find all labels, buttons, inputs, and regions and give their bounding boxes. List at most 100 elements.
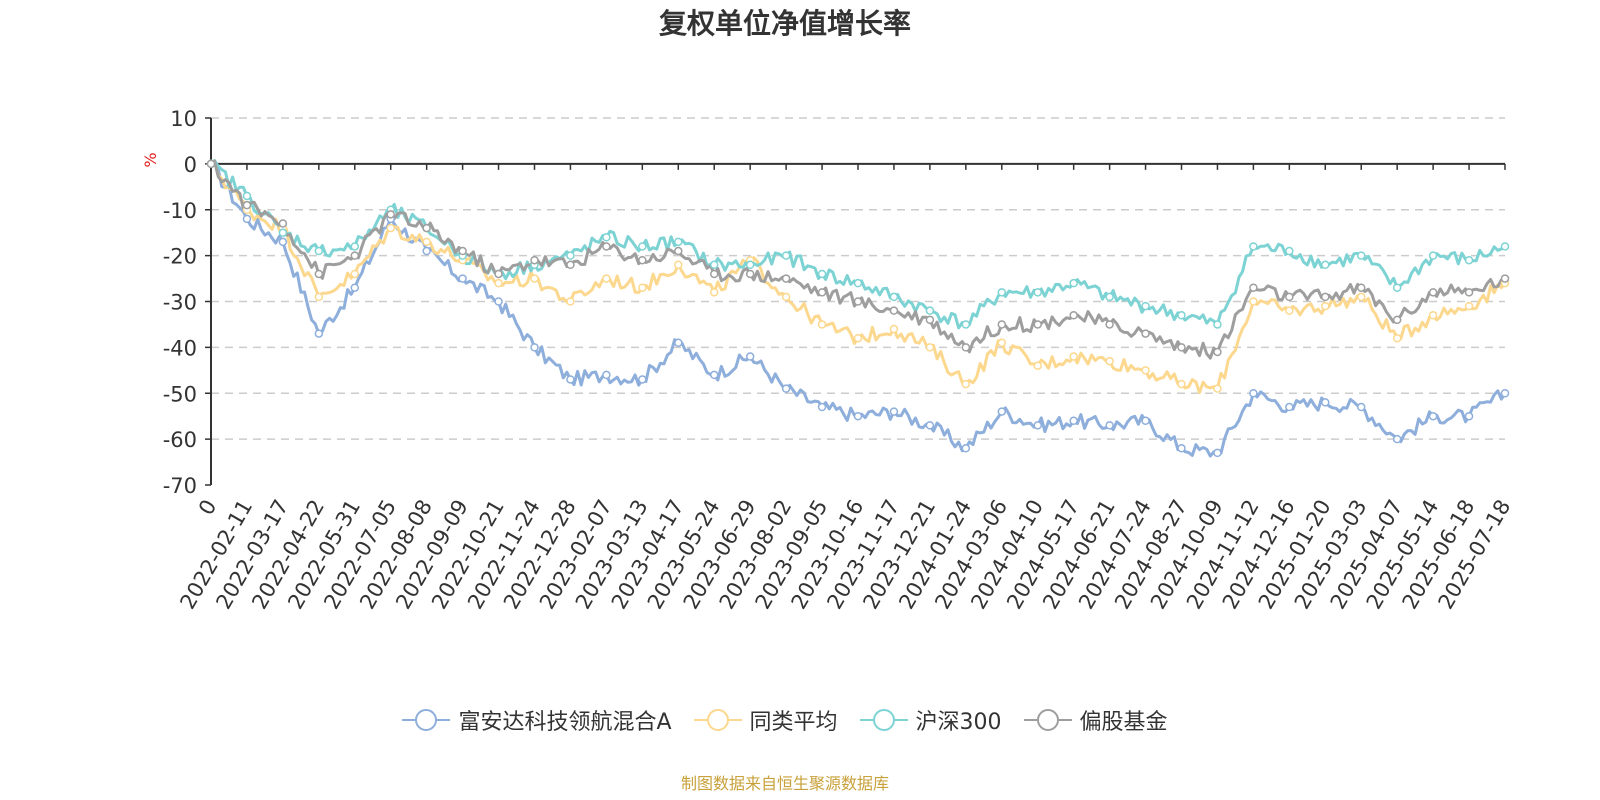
data-point	[1033, 320, 1042, 329]
data-point	[1213, 347, 1222, 357]
series-lines	[209, 159, 1507, 458]
data-point	[781, 292, 791, 302]
data-point	[1069, 352, 1078, 361]
data-point	[278, 228, 288, 237]
data-point	[1105, 320, 1114, 329]
data-point	[889, 306, 899, 315]
legend-item-peer-average[interactable]: 同类平均	[693, 704, 838, 736]
data-point	[1141, 416, 1150, 426]
y-tick-label: -10	[163, 199, 197, 223]
data-point	[925, 421, 935, 430]
legend-item-equity-fund[interactable]: 偏股基金	[1023, 704, 1168, 736]
data-point	[350, 283, 360, 292]
data-point	[1464, 411, 1474, 421]
data-point	[1321, 260, 1330, 270]
data-point	[1428, 251, 1438, 260]
legend-label: 沪深300	[915, 710, 1002, 735]
data-point	[1141, 329, 1150, 338]
legend-line-circle-icon	[1023, 709, 1072, 731]
legend-line-circle-icon	[693, 709, 742, 731]
y-tick-label: -20	[163, 245, 197, 269]
data-point	[494, 278, 503, 288]
data-point	[350, 269, 360, 279]
data-point	[997, 407, 1007, 416]
data-point	[602, 242, 611, 251]
data-point	[1321, 301, 1330, 311]
legend-item-csi300[interactable]: 沪深300	[859, 704, 1002, 736]
data-point	[242, 200, 252, 210]
data-point	[602, 370, 611, 380]
data-point	[1105, 292, 1114, 302]
data-point	[817, 288, 827, 297]
data-point	[1428, 288, 1438, 297]
data-point	[386, 210, 395, 219]
data-point	[566, 297, 575, 306]
data-point	[853, 297, 863, 306]
data-point	[925, 306, 935, 315]
legend-label: 偏股基金	[1079, 710, 1168, 735]
data-point	[1213, 384, 1222, 393]
legend-item-fund[interactable]: 富安达科技领航混合A	[402, 704, 672, 736]
data-point	[853, 278, 863, 288]
data-point	[1249, 242, 1258, 251]
data-point	[530, 343, 539, 352]
axes	[205, 117, 1506, 486]
data-point	[1356, 402, 1366, 412]
data-point	[961, 444, 971, 453]
data-point	[350, 251, 360, 260]
data-point	[530, 274, 539, 283]
legend-label: 富安达科技领航混合A	[458, 710, 672, 735]
source-note: 制图数据来自恒生聚源数据库	[680, 774, 889, 793]
data-point	[889, 407, 899, 416]
data-point	[745, 269, 755, 279]
data-point	[817, 320, 827, 329]
line-chart: 100-10-20-30-40-50-60-70%02022-02-112022…	[141, 107, 1515, 613]
data-point	[1177, 379, 1186, 389]
y-axis-label: %	[141, 152, 160, 167]
series-markers	[206, 159, 1510, 458]
data-point	[1285, 306, 1294, 315]
data-point	[1356, 292, 1366, 302]
data-point	[278, 219, 288, 228]
data-point	[458, 246, 467, 256]
series-line	[210, 160, 1507, 395]
data-point	[350, 242, 360, 251]
data-point	[709, 269, 719, 279]
data-point	[961, 320, 971, 329]
data-point	[314, 269, 324, 279]
data-point	[206, 159, 216, 169]
data-point	[1321, 398, 1330, 407]
data-point	[602, 274, 611, 283]
data-point	[638, 242, 647, 251]
data-point	[1069, 278, 1078, 288]
data-point	[314, 329, 324, 338]
data-point	[422, 246, 431, 256]
y-tick-label: 10	[170, 107, 197, 131]
data-point	[997, 288, 1007, 297]
data-point	[925, 343, 935, 352]
data-point	[1177, 311, 1186, 320]
data-point	[1392, 333, 1402, 343]
data-point	[1213, 320, 1222, 329]
data-point	[1069, 311, 1078, 320]
data-point	[745, 260, 755, 270]
data-point	[1428, 411, 1438, 421]
chart-title: 复权单位净值增长率	[658, 7, 911, 40]
data-point	[997, 320, 1007, 329]
data-point	[1500, 242, 1510, 251]
data-point	[674, 338, 683, 348]
data-point	[494, 297, 503, 306]
data-point	[566, 260, 575, 270]
data-point	[1356, 283, 1366, 292]
grid-lines	[211, 117, 1505, 440]
data-point	[781, 251, 791, 260]
data-point	[674, 260, 683, 270]
data-point	[781, 384, 791, 393]
data-point	[314, 246, 324, 256]
data-point	[961, 343, 971, 352]
data-point	[1213, 448, 1222, 458]
data-point	[1285, 246, 1294, 256]
data-point	[1177, 444, 1186, 453]
data-point	[1141, 366, 1150, 375]
data-point	[674, 237, 683, 247]
